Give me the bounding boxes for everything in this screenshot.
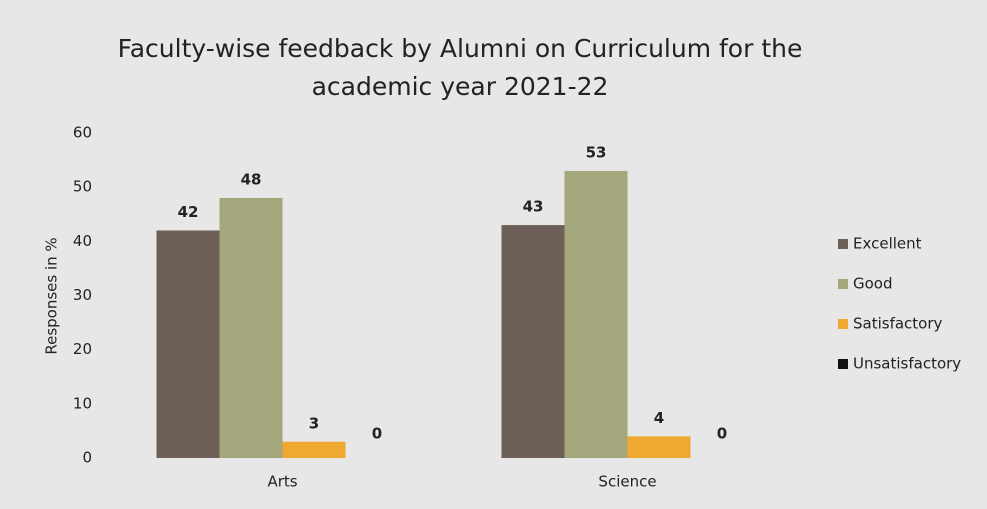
bar bbox=[564, 170, 628, 458]
value-label: 3 bbox=[309, 414, 319, 432]
y-tick-label: 10 bbox=[73, 394, 92, 412]
bar bbox=[627, 436, 691, 458]
legend-label: Satisfactory bbox=[853, 315, 943, 333]
bar bbox=[156, 230, 220, 458]
value-label: 53 bbox=[586, 143, 607, 161]
legend-swatch bbox=[838, 319, 848, 329]
y-tick-label: 40 bbox=[73, 232, 92, 250]
legend-swatch bbox=[838, 359, 848, 369]
legend-swatch bbox=[838, 239, 848, 249]
legend-label: Good bbox=[853, 275, 893, 293]
bar bbox=[282, 441, 346, 458]
legend-label: Unsatisfactory bbox=[853, 355, 961, 373]
value-label: 42 bbox=[178, 203, 199, 221]
y-tick-label: 60 bbox=[73, 124, 92, 142]
value-label: 0 bbox=[372, 425, 382, 443]
value-label: 48 bbox=[241, 171, 262, 189]
y-tick-label: 20 bbox=[73, 340, 92, 358]
y-tick-label: 50 bbox=[73, 178, 92, 196]
y-tick-label: 0 bbox=[82, 449, 92, 467]
value-label: 0 bbox=[717, 425, 727, 443]
y-tick-label: 30 bbox=[73, 286, 92, 304]
legend-swatch bbox=[838, 279, 848, 289]
x-tick-label: Science bbox=[598, 473, 656, 491]
bar bbox=[219, 198, 283, 458]
chart-title: Faculty-wise feedback by Alumni on Curri… bbox=[117, 34, 803, 101]
x-tick-label: Arts bbox=[267, 473, 297, 491]
bar bbox=[501, 225, 565, 458]
value-label: 43 bbox=[523, 198, 544, 216]
y-axis-label: Responses in % bbox=[43, 237, 61, 354]
legend-label: Excellent bbox=[853, 235, 922, 253]
value-label: 4 bbox=[654, 409, 664, 427]
